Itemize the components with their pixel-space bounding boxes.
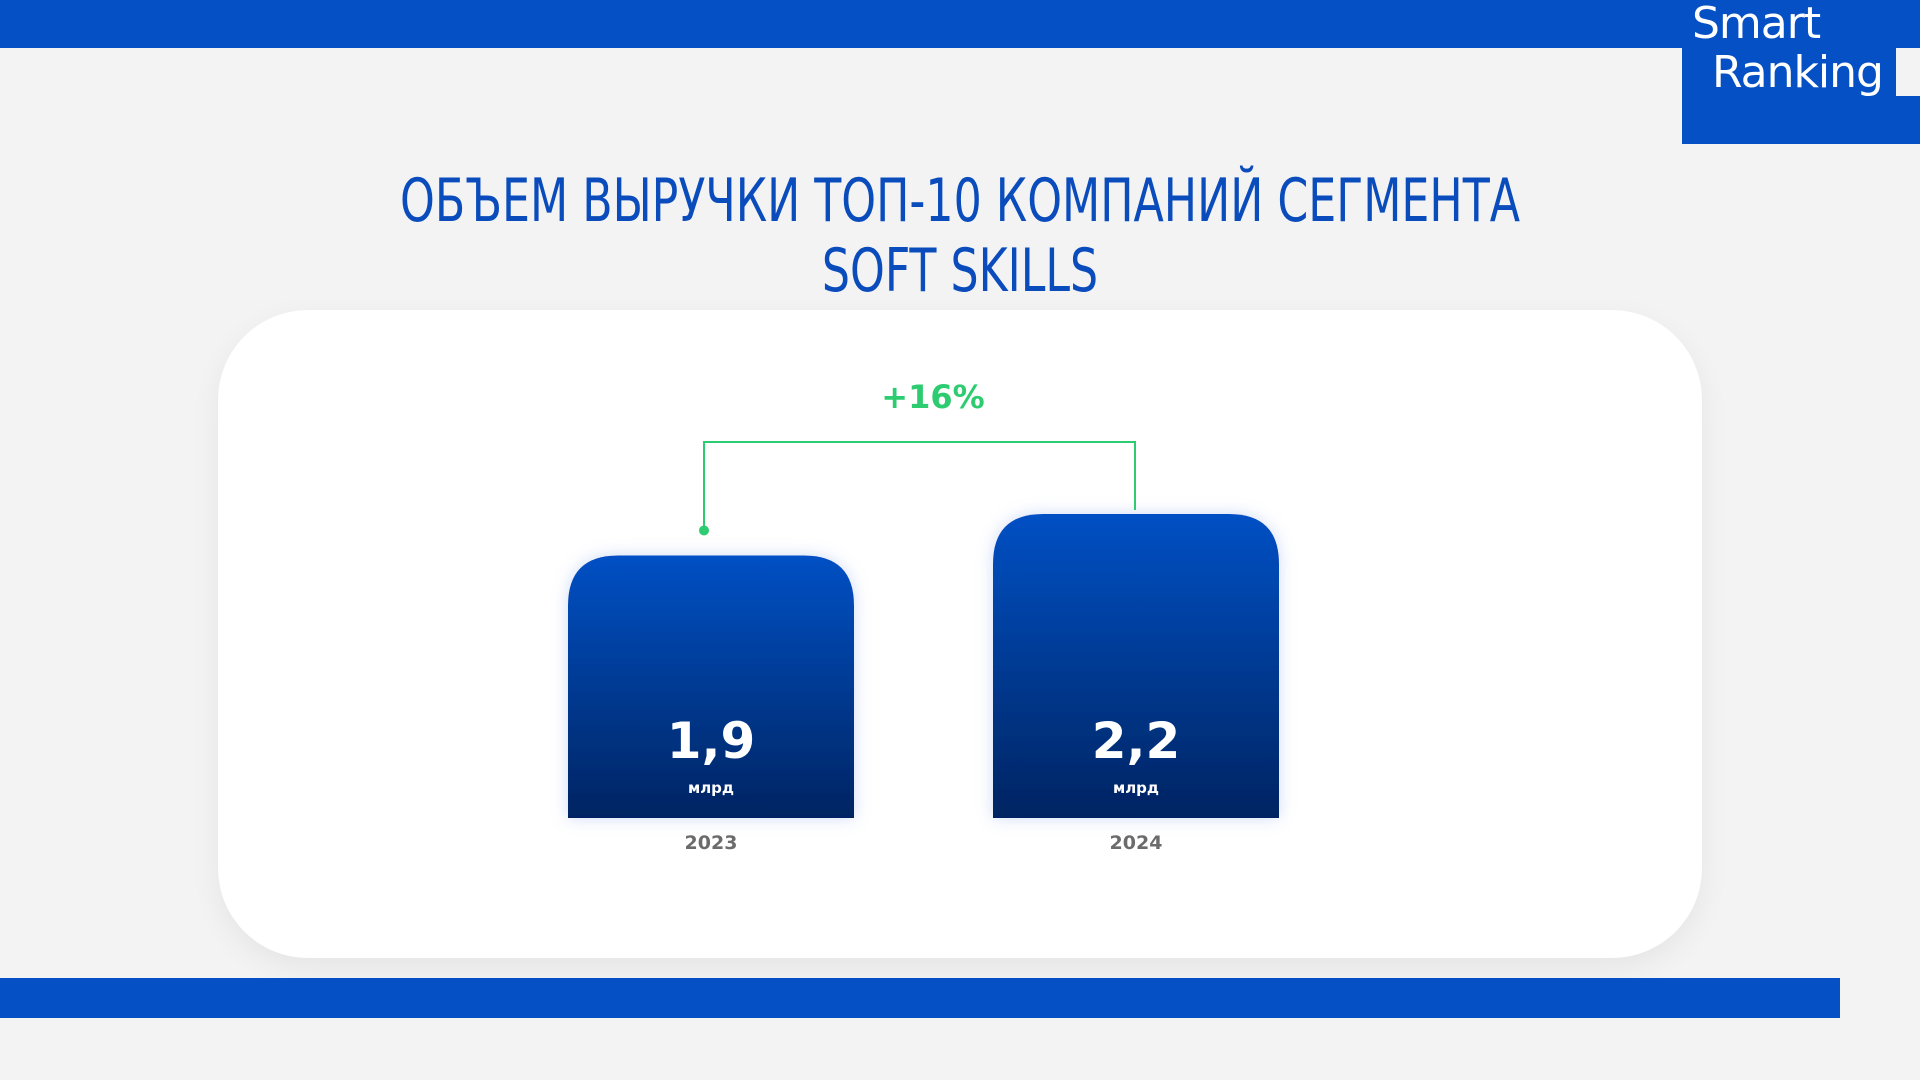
chart-card: [218, 310, 1702, 958]
logo-text-smart: Smart: [1682, 0, 1831, 48]
page-title: ОБЪЕМ ВЫРУЧКИ ТОП-10 КОМПАНИЙ СЕГМЕНТА S…: [399, 166, 1520, 306]
smart-ranking-logo: Smart Ranking: [1682, 0, 1920, 144]
top-accent-bar: [0, 0, 1920, 48]
logo-text-ranking: Ranking: [1682, 48, 1896, 100]
bottom-accent-bar: [0, 978, 1840, 1018]
logo-accent-block: [1682, 96, 1920, 144]
